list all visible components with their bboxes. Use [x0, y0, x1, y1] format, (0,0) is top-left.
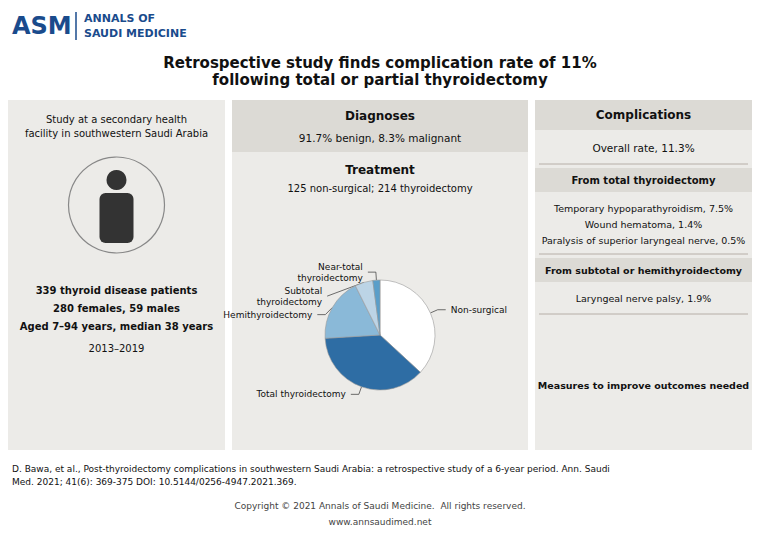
svg-text:91.7% benign, 8.3% malignant: 91.7% benign, 8.3% malignant	[299, 132, 461, 144]
svg-text:Diagnoses: Diagnoses	[345, 109, 415, 123]
svg-text:Laryngeal nerve palsy, 1.9%: Laryngeal nerve palsy, 1.9%	[576, 293, 712, 304]
svg-text:thyroidectomy: thyroidectomy	[297, 273, 363, 283]
svg-text:280 females, 59 males: 280 females, 59 males	[53, 303, 180, 314]
svg-text:Temporary hypoparathyroidism,: Temporary hypoparathyroidism, 7.5%	[553, 203, 733, 214]
svg-text:Measures to improve outcomes n: Measures to improve outcomes needed	[538, 380, 749, 391]
svg-text:Study at a secondary health: Study at a secondary health	[46, 114, 187, 125]
svg-text:Hemithyroidectomy: Hemithyroidectomy	[223, 310, 313, 320]
svg-text:Near-total: Near-total	[318, 262, 363, 272]
svg-text:Med. 2021; 41(6): 369-375 DOI:: Med. 2021; 41(6): 369-375 DOI: 10.5144/0…	[12, 477, 297, 487]
svg-text:Non-surgical: Non-surgical	[451, 305, 507, 315]
svg-text:Subtotal: Subtotal	[284, 286, 322, 296]
svg-text:SAUDI MEDICINE: SAUDI MEDICINE	[84, 27, 187, 40]
svg-text:From subtotal or hemithyroidec: From subtotal or hemithyroidectomy	[545, 265, 743, 276]
svg-text:ASM: ASM	[12, 12, 72, 40]
svg-text:Aged 7–94 years, median 38 yea: Aged 7–94 years, median 38 years	[20, 321, 213, 332]
svg-text:125 non-surgical; 214 thyroide: 125 non-surgical; 214 thyroidectomy	[287, 183, 472, 194]
svg-text:thyroidectomy: thyroidectomy	[257, 297, 323, 307]
svg-text:Treatment: Treatment	[345, 163, 415, 177]
svg-text:2013–2019: 2013–2019	[89, 343, 145, 354]
svg-text:Retrospective study finds comp: Retrospective study finds complication r…	[163, 54, 596, 72]
svg-text:Wound hematoma, 1.4%: Wound hematoma, 1.4%	[585, 219, 702, 230]
svg-text:following total or partial thy: following total or partial thyroidectomy	[212, 71, 548, 89]
svg-text:Complications: Complications	[596, 108, 691, 122]
svg-text:Total thyroidectomy: Total thyroidectomy	[256, 389, 347, 399]
svg-text:339 thyroid disease patients: 339 thyroid disease patients	[36, 285, 198, 296]
svg-text:www.annsaudimed.net: www.annsaudimed.net	[329, 517, 432, 527]
svg-text:Paralysis of superior laryngea: Paralysis of superior laryngeal nerve, 0…	[542, 235, 746, 246]
svg-text:Copyright © 2021 Annals of Sau: Copyright © 2021 Annals of Saudi Medicin…	[234, 501, 525, 511]
svg-text:ANNALS OF: ANNALS OF	[84, 12, 155, 25]
svg-text:D. Bawa, et al., Post-thyroide: D. Bawa, et al., Post-thyroidectomy comp…	[12, 464, 610, 474]
svg-text:facility in southwestern Saudi: facility in southwestern Saudi Arabia	[25, 128, 208, 139]
svg-text:Overall rate, 11.3%: Overall rate, 11.3%	[592, 142, 694, 154]
svg-text:From total thyroidectomy: From total thyroidectomy	[571, 175, 716, 186]
